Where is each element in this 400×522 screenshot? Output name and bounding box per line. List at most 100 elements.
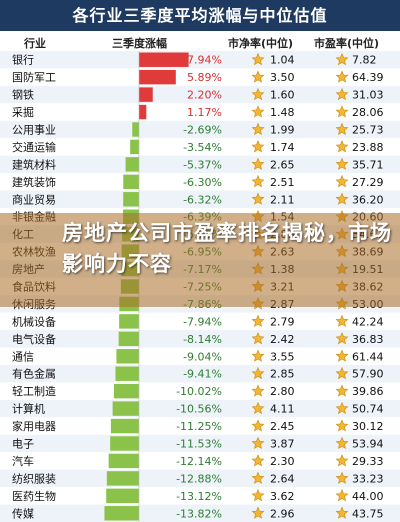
change-bar (106, 488, 139, 504)
table-row-background (0, 173, 400, 191)
change-value-label: 5.89% (187, 71, 222, 84)
pb-value: 3.55 (270, 350, 295, 363)
pe-star-icon (335, 489, 349, 502)
change-value-label: -8.14% (183, 333, 222, 346)
industry-label: 医药生物 (12, 489, 56, 503)
pe-value: 42.24 (352, 315, 384, 328)
pb-value: 1.04 (270, 54, 295, 67)
change-value-label: 1.17% (187, 106, 222, 119)
change-value-label: -6.30% (183, 176, 222, 189)
industry-label: 轻工制造 (12, 384, 56, 398)
change-value-label: -3.54% (183, 141, 222, 154)
pb-star-icon (251, 489, 265, 502)
change-bar (115, 366, 139, 381)
change-bar (139, 69, 176, 85)
pb-star-icon (251, 314, 265, 327)
pe-value: 64.39 (352, 71, 384, 84)
table-row-background (0, 103, 400, 121)
table-row-background (0, 382, 400, 400)
industry-label: 电子 (12, 438, 34, 451)
pe-value: 30.12 (352, 420, 384, 433)
pe-value: 50.74 (352, 403, 384, 416)
pe-star-icon (335, 384, 349, 397)
pb-star-icon (251, 52, 265, 66)
change-value-label: -12.14% (176, 455, 222, 468)
change-bar (104, 506, 139, 521)
pb-value: 1.48 (270, 106, 295, 119)
change-value-label: -9.41% (183, 368, 222, 381)
change-bar (110, 418, 139, 434)
pe-star-icon (335, 105, 349, 118)
pb-star-icon (251, 471, 265, 484)
headline-overlay-text: 房地产公司市盈率排名揭秘，市场影响力不容 (62, 221, 392, 276)
pe-star-icon (335, 471, 349, 484)
table-row-background (0, 365, 400, 383)
pb-value: 1.60 (270, 89, 295, 102)
industry-label: 传媒 (12, 507, 34, 520)
industry-label: 电气设备 (12, 332, 56, 346)
table-row-background (0, 434, 400, 453)
pb-value: 2.64 (270, 472, 295, 485)
pb-value: 2.30 (270, 455, 295, 468)
table-row-background (0, 155, 400, 174)
table-row-background (0, 85, 400, 104)
pb-value: 3.87 (270, 438, 295, 451)
pb-star-icon (251, 332, 265, 345)
industry-label: 汽车 (12, 454, 34, 468)
table-row-background (0, 68, 400, 86)
pe-value: 25.73 (352, 124, 384, 137)
industry-label: 建筑装饰 (12, 175, 56, 189)
industry-label: 计算机 (12, 402, 45, 416)
pe-star-icon (335, 332, 349, 345)
pb-star-icon (251, 175, 265, 188)
column-header-change: 三季度涨幅 (112, 37, 167, 50)
change-bar (119, 314, 139, 329)
column-header-pb: 市净率(中位) (228, 37, 294, 50)
pe-star-icon (335, 140, 349, 153)
column-header-pe: 市盈率(中位) (314, 37, 380, 50)
pb-star-icon (251, 419, 265, 432)
change-bar (132, 122, 139, 137)
change-value-label: -10.56% (176, 403, 222, 416)
industry-label: 商业贸易 (12, 192, 56, 206)
pe-star-icon (335, 436, 349, 450)
industry-label: 交通运输 (12, 140, 56, 154)
industry-label: 机械设备 (12, 314, 56, 328)
change-bar (110, 436, 139, 451)
column-header-industry: 行业 (24, 37, 46, 50)
pe-star-icon (335, 349, 349, 362)
pb-star-icon (251, 70, 265, 83)
table-row-background (0, 51, 400, 69)
pb-star-icon (251, 349, 265, 362)
pb-star-icon (251, 401, 265, 415)
pe-value: 44.00 (352, 490, 384, 503)
change-value-label: -13.12% (176, 490, 222, 503)
pb-value: 2.51 (270, 176, 295, 189)
industry-label: 采掘 (12, 105, 34, 119)
pb-star-icon (251, 384, 265, 397)
pe-star-icon (335, 87, 349, 101)
table-row-background (0, 330, 400, 348)
pe-star-icon (335, 175, 349, 188)
change-bar (139, 104, 147, 120)
table-row-background (0, 120, 400, 139)
industry-label: 家用电器 (12, 419, 56, 433)
table-row-background (0, 399, 400, 418)
pe-value: 29.33 (352, 455, 384, 468)
change-value-label: -12.88% (176, 472, 222, 485)
industry-label: 纺织服装 (12, 471, 56, 485)
column-header-row: 行业 三季度涨幅 市净率(中位) 市盈率(中位) (0, 31, 400, 51)
pb-star-icon (251, 157, 265, 170)
industry-label: 钢铁 (12, 89, 34, 102)
pe-value: 43.75 (352, 507, 384, 520)
industry-label: 银行 (12, 53, 34, 67)
pb-value: 3.50 (270, 71, 295, 84)
industry-label: 建筑材料 (12, 157, 56, 171)
pe-star-icon (335, 401, 349, 415)
pb-star-icon (251, 192, 265, 205)
pb-value: 3.62 (270, 490, 295, 503)
pe-star-icon (335, 192, 349, 205)
table-row-background (0, 417, 400, 435)
change-value-label: -13.82% (176, 507, 222, 520)
pb-value: 4.11 (270, 403, 295, 416)
